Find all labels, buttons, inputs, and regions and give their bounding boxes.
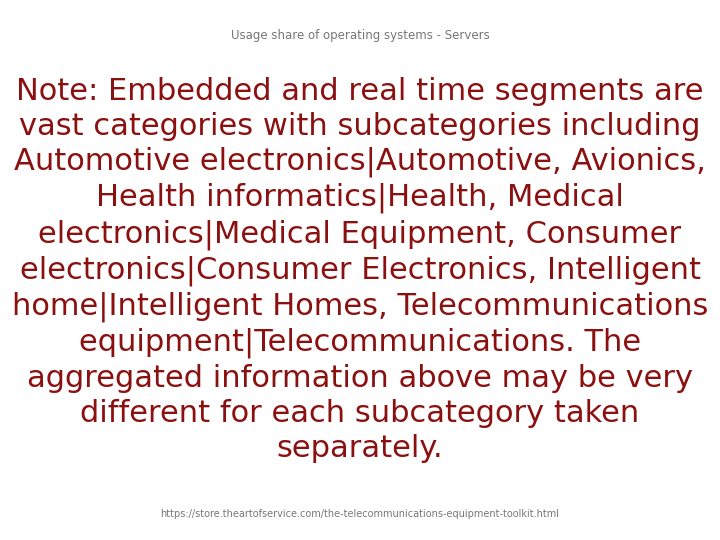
- Text: Note: Embedded and real time segments are
vast categories with subcategories inc: Note: Embedded and real time segments ar…: [12, 77, 708, 463]
- Text: https://store.theartofservice.com/the-telecommunications-equipment-toolkit.html: https://store.theartofservice.com/the-te…: [161, 509, 559, 519]
- Text: Usage share of operating systems - Servers: Usage share of operating systems - Serve…: [230, 29, 490, 42]
